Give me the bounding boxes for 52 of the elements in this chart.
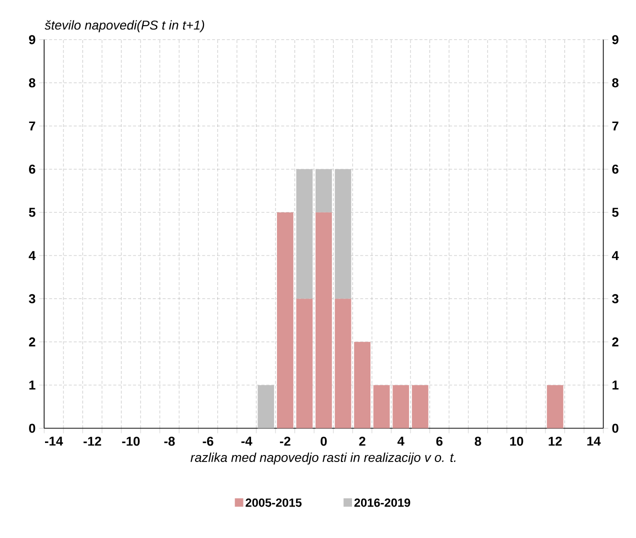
y2-tick-label: 2 xyxy=(612,337,618,346)
x-tick-label: 14 xyxy=(587,436,601,446)
y2-tick-label: 0 xyxy=(612,424,618,433)
bar xyxy=(258,384,274,428)
x-tick-label: 0 xyxy=(320,436,327,446)
y2-tick-label: 7 xyxy=(612,121,618,130)
bar xyxy=(276,212,294,428)
y2-tick-label: 6 xyxy=(612,164,618,174)
legend-label: 2005-2015 xyxy=(246,498,302,507)
y-tick-label: 5 xyxy=(28,208,36,217)
y-tick-label: 4 xyxy=(28,250,36,260)
y-tick-label: 9 xyxy=(29,34,36,44)
x-tick-label: 10 xyxy=(510,436,524,446)
y-tick-label: 3 xyxy=(28,294,36,304)
x-tick-label: -10 xyxy=(122,436,140,446)
y-tick-label: 8 xyxy=(28,78,36,88)
y-tick-label: 0 xyxy=(29,424,36,433)
y2-tick-label: 8 xyxy=(612,78,618,88)
x-tick-label: 12 xyxy=(548,436,562,446)
x-tick-label: -8 xyxy=(164,436,175,446)
x-tick-label: 2 xyxy=(359,436,366,446)
bar xyxy=(316,212,332,428)
x-tick-label: -4 xyxy=(241,436,252,446)
y-tick-label: 1 xyxy=(29,380,36,390)
bar xyxy=(373,384,390,428)
x-tick-label: -14 xyxy=(45,436,64,446)
y-tick-label: 2 xyxy=(29,337,36,346)
bar xyxy=(334,298,352,428)
y-tick-label: 7 xyxy=(29,121,36,130)
bar xyxy=(412,384,428,428)
bar xyxy=(296,298,313,428)
x-tick-label: 8 xyxy=(474,436,482,446)
x-tick-label: -12 xyxy=(84,436,102,446)
bar xyxy=(316,169,332,212)
y2-tick-label: 5 xyxy=(612,208,619,217)
legend-label: 2016-2019 xyxy=(354,498,410,507)
bar xyxy=(546,384,564,428)
x-tick-label: 4 xyxy=(397,436,404,446)
y2-tick-label: 3 xyxy=(612,294,618,304)
bar xyxy=(334,169,352,299)
bar xyxy=(392,384,410,428)
y-tick-label: 6 xyxy=(29,164,36,174)
x-axis-title: razlika med napovedjo rasti in realizacijo v o. t. xyxy=(190,452,456,464)
bar xyxy=(354,342,370,428)
x-tick-label: -6 xyxy=(202,436,214,446)
x-tick-label: 6 xyxy=(436,436,443,446)
y2-tick-label: 9 xyxy=(612,34,618,44)
y2-tick-label: 1 xyxy=(612,380,619,390)
y2-tick-label: 4 xyxy=(612,250,619,260)
x-tick-label: -2 xyxy=(280,436,290,446)
chart-title: število napovedi(PS t in t+1) xyxy=(44,20,204,32)
bar xyxy=(296,169,313,299)
